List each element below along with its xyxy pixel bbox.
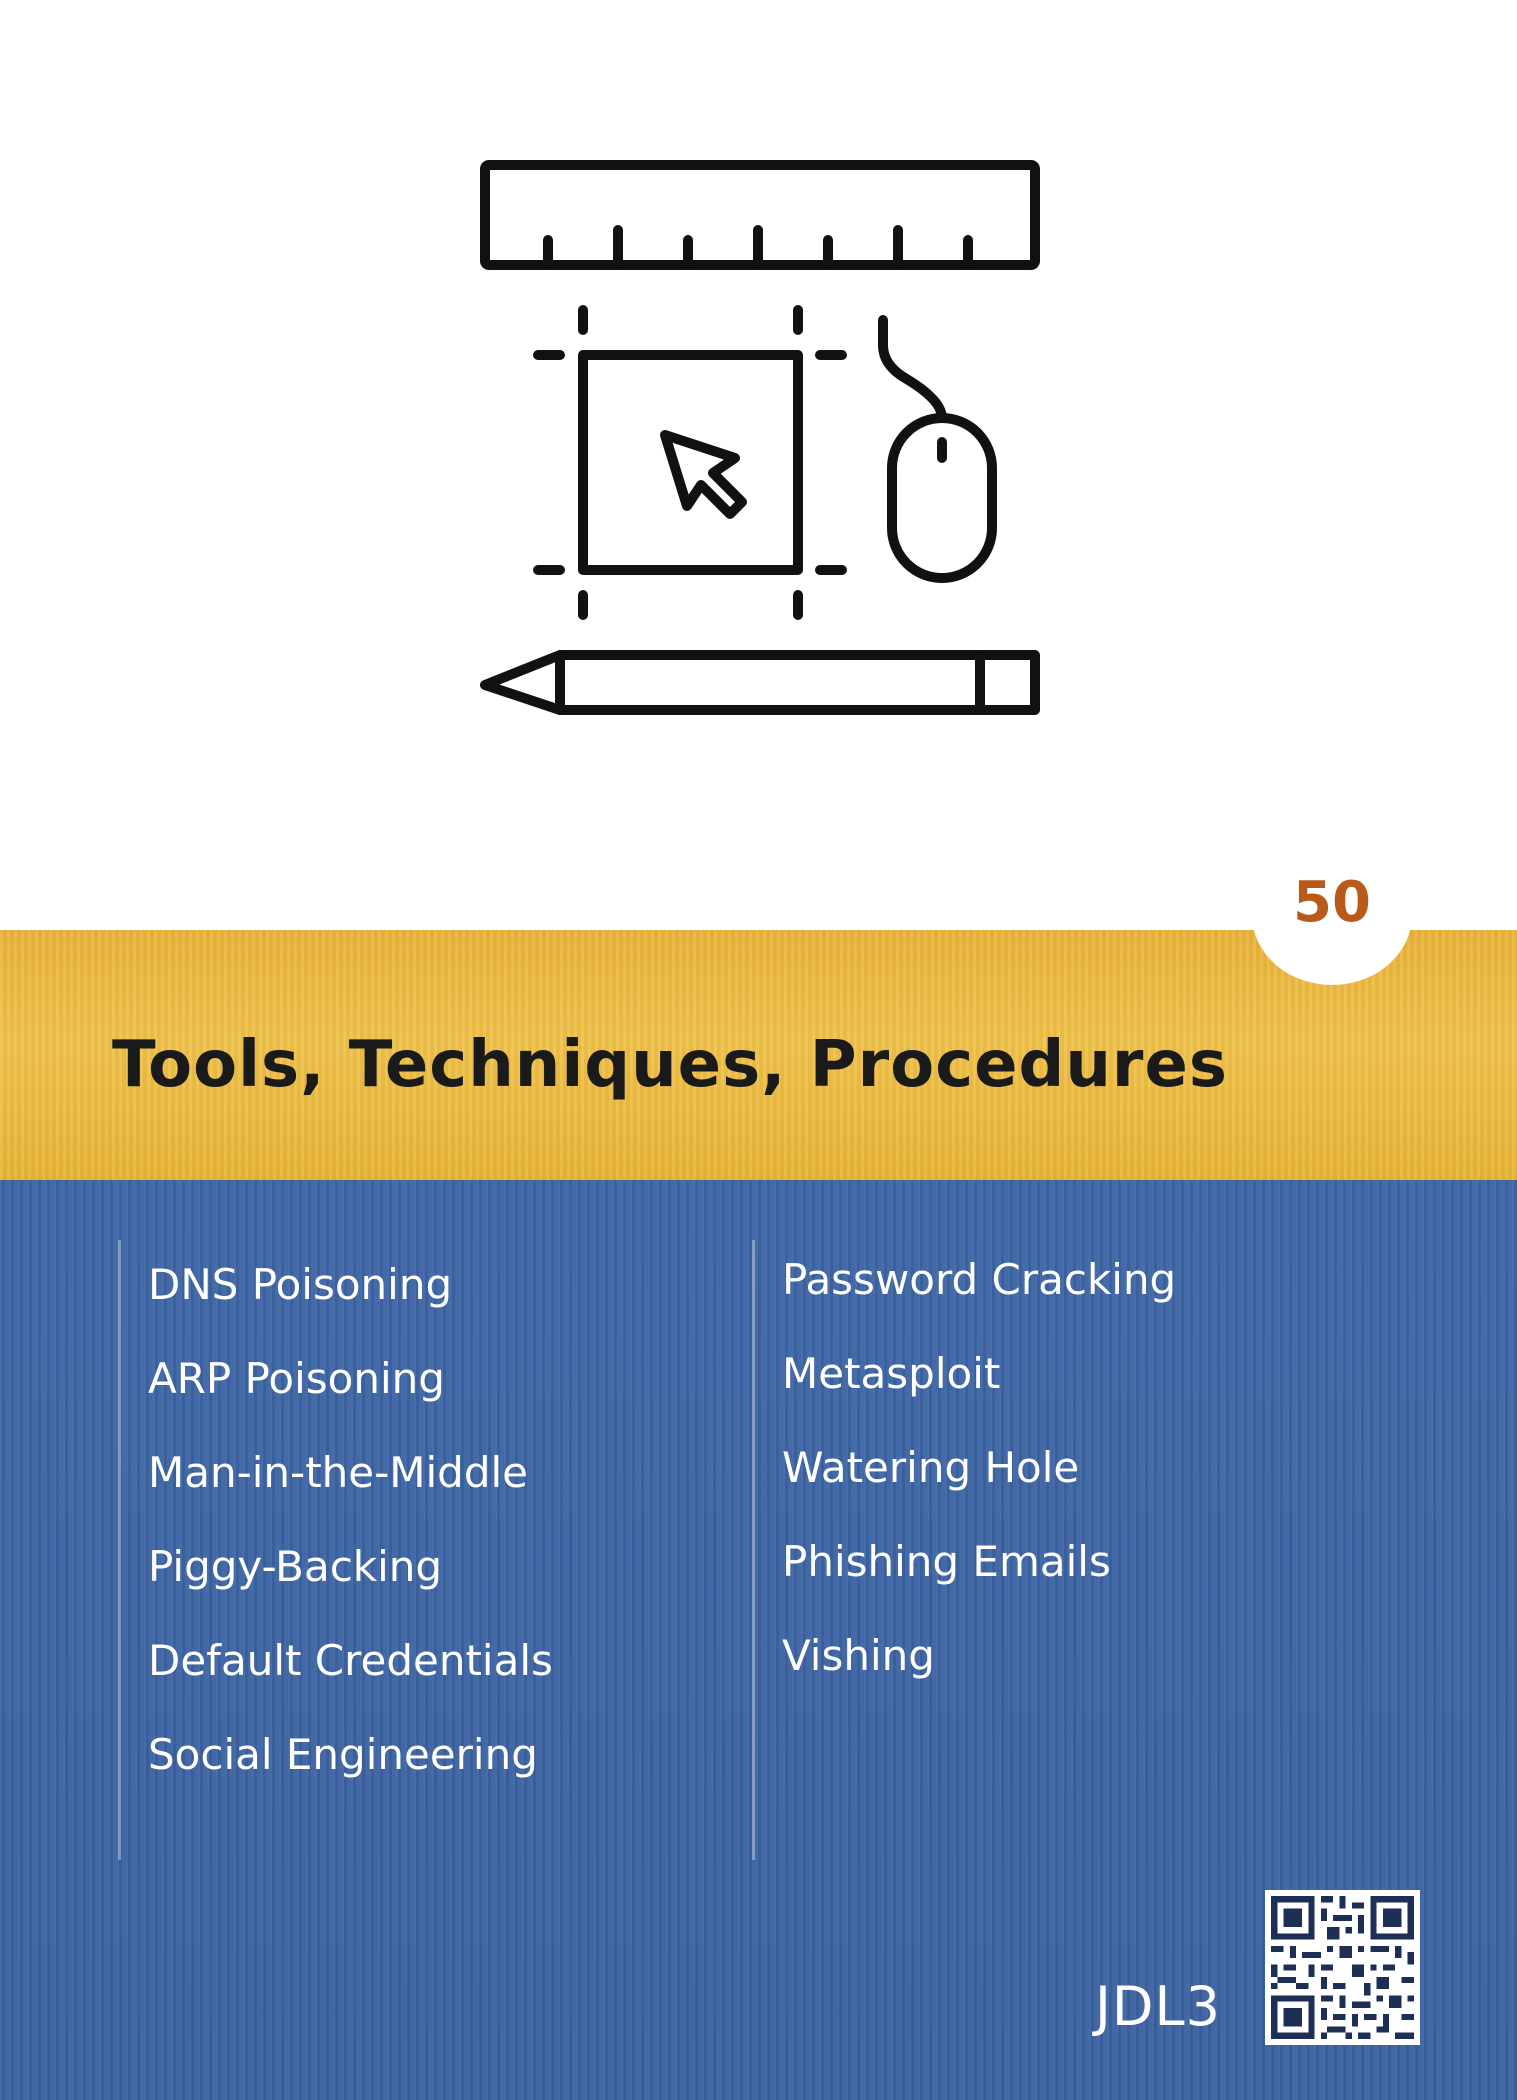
list-item: Metasploit — [782, 1349, 1001, 1398]
list-item: Social Engineering — [148, 1730, 538, 1779]
right-divider — [752, 1240, 755, 1860]
card-code: JDL3 — [1095, 1975, 1221, 2038]
card-number: 50 — [1293, 870, 1371, 935]
content-panel — [0, 1180, 1517, 2100]
right-list: Password Cracking Metasploit Watering Ho… — [782, 1245, 1176, 1715]
qr-code-icon — [1265, 1890, 1420, 2045]
left-divider — [118, 1240, 121, 1860]
title-band — [0, 930, 1517, 1180]
list-item: Piggy-Backing — [148, 1542, 443, 1591]
list-item: Password Cracking — [782, 1255, 1177, 1304]
list-item: DNS Poisoning — [148, 1260, 453, 1309]
list-item: Man-in-the-Middle — [148, 1448, 529, 1497]
list-item: ARP Poisoning — [148, 1354, 445, 1403]
card-number-badge — [1252, 845, 1412, 985]
list-item: Phishing Emails — [782, 1537, 1111, 1586]
list-item: Vishing — [782, 1631, 935, 1680]
design-tools-icon — [480, 160, 1040, 715]
list-item: Default Credentials — [148, 1636, 553, 1685]
card-title: Tools, Techniques, Procedures — [112, 1028, 1228, 1102]
left-list: DNS Poisoning ARP Poisoning Man-in-the-M… — [148, 1250, 553, 1814]
list-item: Watering Hole — [782, 1443, 1080, 1492]
